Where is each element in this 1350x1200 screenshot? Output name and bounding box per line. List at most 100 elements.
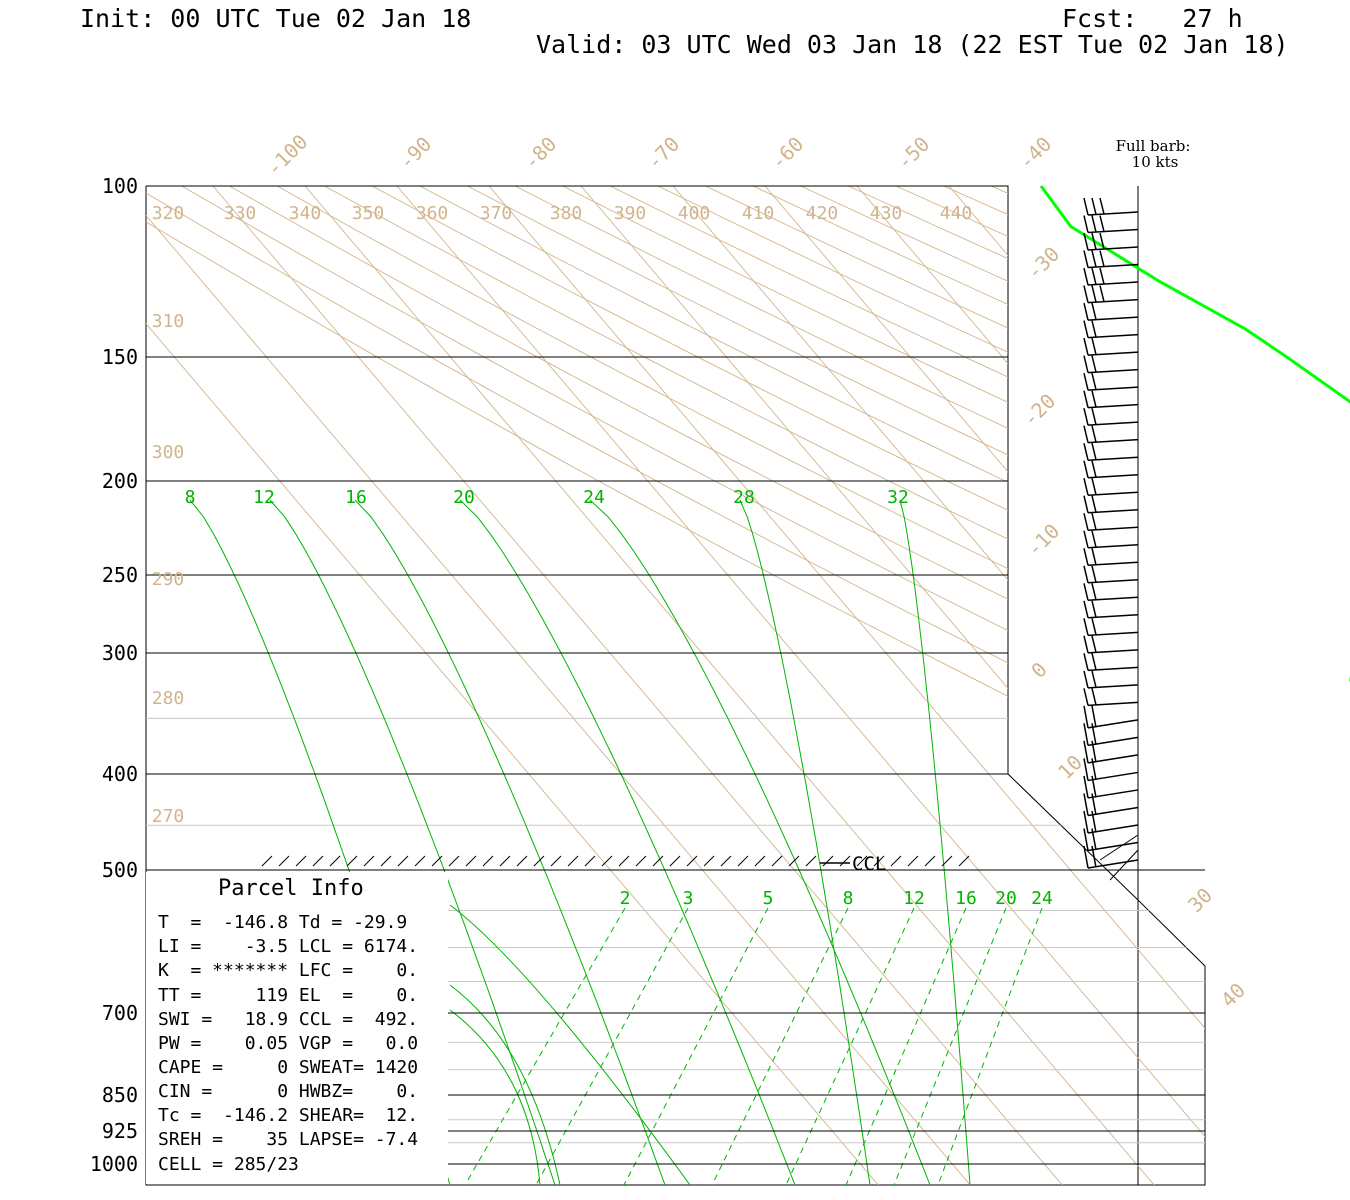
wind-barb <box>1087 403 1139 409</box>
pressure-label: 925 <box>102 1119 138 1143</box>
hatch-mark <box>533 855 545 867</box>
wind-barb <box>1087 333 1139 339</box>
dry-adiabat-label: 380 <box>550 203 583 224</box>
mixing-ratio-line <box>845 907 967 1185</box>
hatch-mark <box>295 855 307 867</box>
wind-barb-flag <box>1091 635 1097 653</box>
wind-barb <box>1087 298 1139 304</box>
mixing-ratio-line <box>893 907 1007 1185</box>
hatch-mark <box>363 855 375 867</box>
hatch-mark <box>584 855 596 867</box>
wind-barb-flag <box>1091 495 1097 513</box>
mixing-ratio-label: 12 <box>903 888 925 909</box>
dry-adiabat-line <box>848 186 1205 1185</box>
isotherm-line <box>764 186 1205 1185</box>
isotherm-line <box>146 186 879 1185</box>
mixing-ratio-label: 20 <box>995 888 1017 909</box>
wind-barb <box>1087 228 1139 234</box>
dry-adiabat-label: 440 <box>940 203 973 224</box>
dry-adiabat-label: 400 <box>678 203 711 224</box>
wind-barb-flag <box>1083 618 1089 636</box>
wind-barb-flag <box>1083 285 1089 303</box>
parcel-row: SWI = 18.9 CCL = 492. <box>158 1009 419 1030</box>
moist-adiabat-line <box>449 1009 541 1185</box>
hatch-mark <box>567 855 579 867</box>
pressure-label: 700 <box>102 1001 138 1025</box>
dry-adiabat-label: 300 <box>152 442 185 463</box>
wind-barb-flag <box>1091 407 1097 425</box>
wind-barb-flag <box>1083 372 1089 391</box>
wind-barb-flag <box>1091 355 1097 373</box>
hatch-mark <box>278 855 290 867</box>
wind-barb-flag <box>1091 302 1097 320</box>
isotherm-line <box>212 186 1063 1185</box>
wind-barb-flag <box>1099 197 1105 215</box>
mixing-ratio-label: 16 <box>345 487 367 508</box>
init-time: Init: 00 UTC Tue 02 Jan 18 <box>80 4 472 33</box>
parcel-row: PW = 0.05 VGP = 0.0 <box>158 1033 419 1054</box>
wind-barb-flag <box>1083 653 1089 671</box>
isotherm-label: -100 <box>262 130 313 181</box>
wind-barb <box>1087 596 1139 602</box>
hatch-mark <box>652 855 664 867</box>
pressure-label: 250 <box>102 563 138 587</box>
hatch-mark <box>890 855 902 867</box>
wind-barb-flag <box>1091 810 1097 833</box>
wind-barb-flag <box>1091 320 1097 338</box>
wind-barb-flag <box>1091 250 1097 268</box>
isotherm-label: -90 <box>394 132 437 175</box>
wind-barb-flag <box>1091 688 1097 706</box>
wind-barb-flag <box>1083 390 1089 408</box>
pressure-label: 300 <box>102 641 138 665</box>
mixing-ratio-line <box>937 907 1043 1185</box>
dry-adiabat-label: 360 <box>416 203 449 224</box>
hatch-mark <box>550 855 562 867</box>
wind-barb-flag <box>1099 215 1105 232</box>
hatch-mark <box>669 855 681 867</box>
hatch-mark <box>907 855 919 867</box>
wind-barb-flag <box>1083 302 1089 321</box>
moist-adiabat-line <box>739 499 871 1185</box>
wind-barb-flag <box>1091 705 1097 728</box>
mixing-ratio-label: 3 <box>683 888 694 909</box>
dry-adiabat-line <box>1038 186 1205 1185</box>
mixing-ratio-line <box>623 907 769 1185</box>
wind-barb <box>1087 526 1139 531</box>
wind-barb-flag <box>1083 775 1089 799</box>
hatch-mark <box>958 855 970 867</box>
isotherm-line <box>488 186 1205 1185</box>
dry-adiabat-label: 290 <box>152 569 185 590</box>
mixing-ratio-line <box>535 907 689 1185</box>
isotherm-line <box>396 186 1205 1185</box>
wind-barb <box>1109 849 1139 881</box>
pressure-label: 850 <box>102 1083 138 1107</box>
hatch-mark <box>397 855 409 867</box>
mixing-ratio-label: 5 <box>763 888 774 909</box>
wind-barb <box>1087 631 1139 637</box>
parcel-row: SREH = 35 LAPSE= -7.4 <box>158 1129 419 1150</box>
hatch-mark <box>822 855 834 867</box>
wind-barb-flag <box>1083 635 1089 654</box>
wind-barb-flag <box>1083 267 1089 286</box>
hatch-mark <box>380 855 392 867</box>
wind-barb <box>1087 491 1139 496</box>
wind-barb-flag <box>1083 478 1089 496</box>
wind-barb-flag <box>1091 828 1097 851</box>
dry-adiabat-line <box>562 186 1205 1185</box>
wind-barb-flag <box>1083 793 1089 816</box>
wind-barb-flag <box>1091 513 1097 530</box>
barb-legend-value: 10 kts <box>1132 153 1179 171</box>
wind-barb-flag <box>1091 758 1097 781</box>
wind-barb-flag <box>1083 355 1089 373</box>
wind-barb-flag <box>1091 460 1097 478</box>
wind-barb-flag <box>1091 372 1097 390</box>
dry-adiabat-line <box>943 186 1205 1185</box>
wind-barb <box>1099 834 1139 861</box>
barb-legend-title: Full barb: <box>1116 137 1191 155</box>
mixing-ratio-label: 28 <box>733 487 755 508</box>
hatch-mark <box>737 855 749 867</box>
isotherm-label: 40 <box>1216 978 1250 1012</box>
valid-time: Valid: 03 UTC Wed 03 Jan 18 (22 EST Tue … <box>536 30 1289 59</box>
parcel-row: LI = -3.5 LCL = 6174. <box>158 936 419 957</box>
wind-barb-flag <box>1083 828 1089 851</box>
